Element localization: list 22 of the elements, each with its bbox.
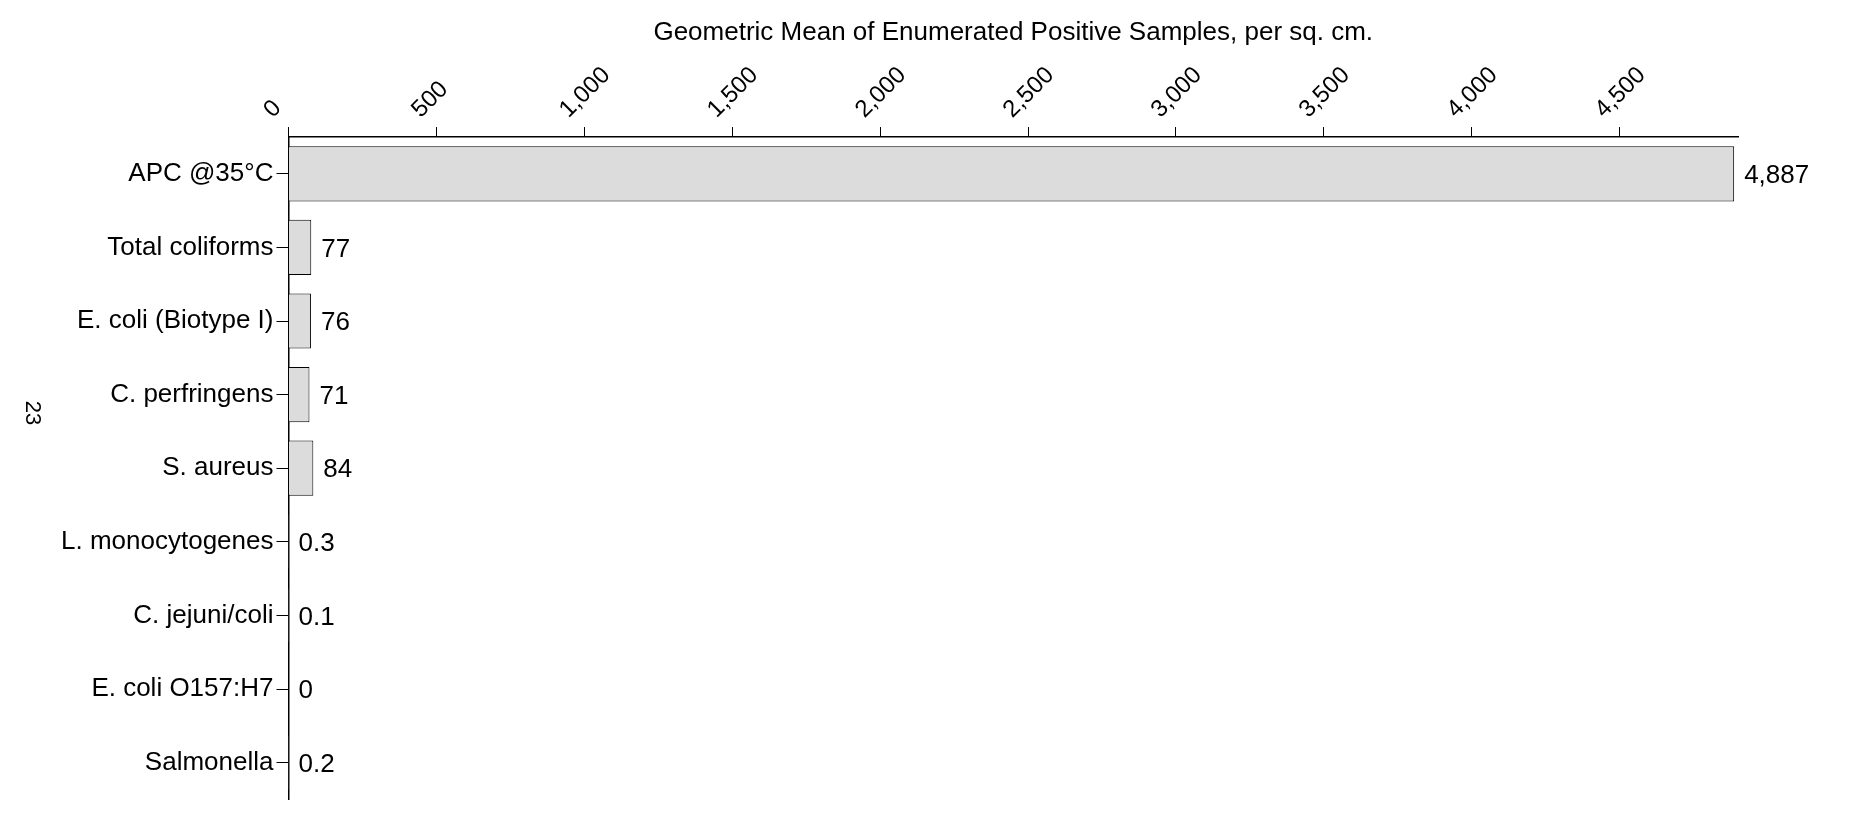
y-tick-label: APC @35°C [128, 157, 274, 187]
data-label: 0.2 [298, 747, 335, 778]
y-tick-label: C. perfringens [110, 377, 274, 408]
y-tick-label: E. coli (Biotype I) [76, 304, 274, 335]
data-label: 84 [323, 453, 353, 484]
y-tick-label: S. aureus [162, 451, 274, 482]
data-label: 0 [298, 674, 313, 705]
text: 23 [20, 400, 46, 426]
y-tick-label: Salmonella [144, 745, 274, 776]
y-tick-label: E. coli O157:H7 [91, 672, 274, 703]
x-tick-label: 0 [257, 93, 286, 123]
data-label: 77 [321, 232, 351, 263]
data-label: 71 [319, 379, 349, 410]
data-label: 4,887 [1744, 159, 1810, 189]
data-label: 0.3 [298, 526, 335, 557]
y-tick-label: Total coliforms [107, 230, 274, 261]
x-axis-title: Geometric Mean of Enumerated Positive Samples, per sq. cm. [653, 15, 1374, 46]
data-label: 0.1 [298, 600, 335, 631]
y-tick-label: L. monocytogenes [61, 524, 274, 555]
x-tick-label: 500 [405, 74, 453, 123]
y-tick-label: C. jejuni/coli [133, 598, 274, 629]
data-label: 76 [320, 306, 350, 337]
